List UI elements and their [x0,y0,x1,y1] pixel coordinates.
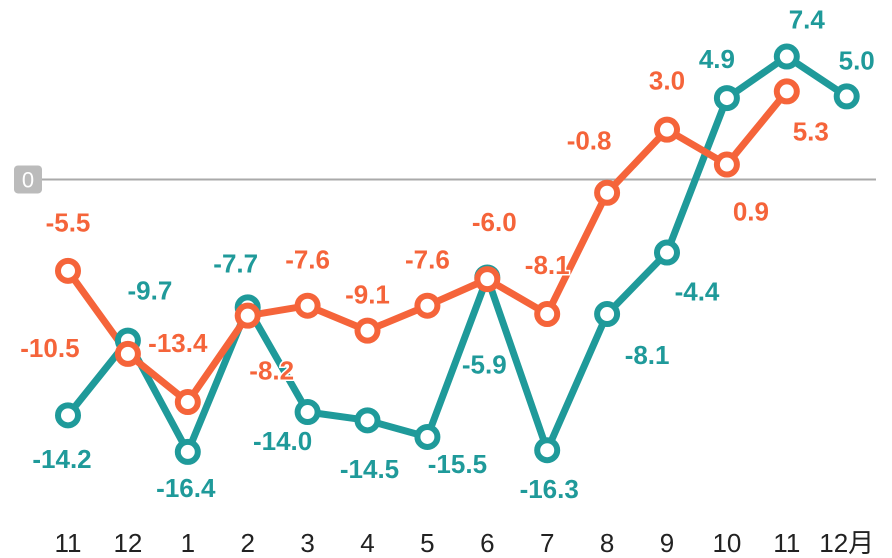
data-label: -9.7 [127,275,172,305]
data-label: 3.0 [649,66,685,96]
point-marker [234,302,261,329]
data-label: -15.5 [428,449,487,479]
data-label: -14.2 [32,444,91,474]
data-label: -8.1 [525,250,570,280]
y-tick-label: 0 [22,167,34,192]
data-label: -7.6 [405,245,450,275]
point-marker [534,301,561,328]
point-marker [414,292,441,319]
data-label: -10.5 [20,333,79,363]
x-tick-label: 7 [540,528,554,558]
data-label: -0.8 [567,126,612,156]
data-label: -14.0 [253,426,312,456]
data-label: 0.9 [733,196,769,226]
y-tick-box [14,165,42,194]
x-tick-label: 1 [181,528,195,558]
point-marker [55,257,81,284]
point-marker [354,317,381,344]
data-label: 5.0 [839,45,875,75]
point-marker [654,116,680,143]
data-label: -5.9 [462,349,507,379]
point-marker [713,151,740,178]
data-label: 7.4 [789,4,826,34]
point-marker [294,292,321,319]
x-tick-label: 6 [480,528,494,558]
series-line [65,53,849,456]
x-tick-label: 4 [360,528,374,558]
point-marker [414,423,441,450]
point-marker [833,83,860,110]
x-tick-label: 9 [660,528,674,558]
data-label: -8.1 [625,340,670,370]
point-marker [174,389,201,416]
data-label: -9.1 [345,280,390,310]
data-label: -4.4 [675,276,720,306]
point-marker [713,85,740,112]
x-tick-label: 5 [420,528,434,558]
data-label: 5.3 [793,116,829,146]
point-marker [594,179,621,206]
x-tick-label: 12 [113,528,142,558]
point-marker [474,266,501,293]
data-label: -6.0 [472,207,517,237]
data-label: -7.7 [213,248,258,278]
x-tick-label: 8 [600,528,614,558]
point-marker [294,399,321,426]
data-label: -7.6 [285,245,330,275]
x-tick-label: 11 [773,528,800,558]
data-label: -14.5 [340,454,399,484]
point-marker [773,78,800,105]
x-tick-label: 3 [300,528,314,558]
x-tick-label: 10 [712,528,741,558]
point-marker [594,301,621,328]
data-label: -16.3 [520,474,579,504]
x-tick-label: 2 [240,528,254,558]
data-label: 4.9 [699,44,735,74]
point-marker [55,402,81,429]
point-marker [654,239,680,266]
data-label: -8.2 [249,356,294,386]
point-marker [773,43,800,70]
x-tick-label: 12月 [819,528,874,558]
point-marker [174,438,201,465]
point-marker [534,437,561,464]
data-label: -16.4 [156,473,216,503]
x-tick-label: 11 [55,528,82,558]
point-marker [114,340,141,367]
point-marker [354,407,381,434]
data-label: -5.5 [46,208,91,238]
data-label: -13.4 [148,328,208,358]
